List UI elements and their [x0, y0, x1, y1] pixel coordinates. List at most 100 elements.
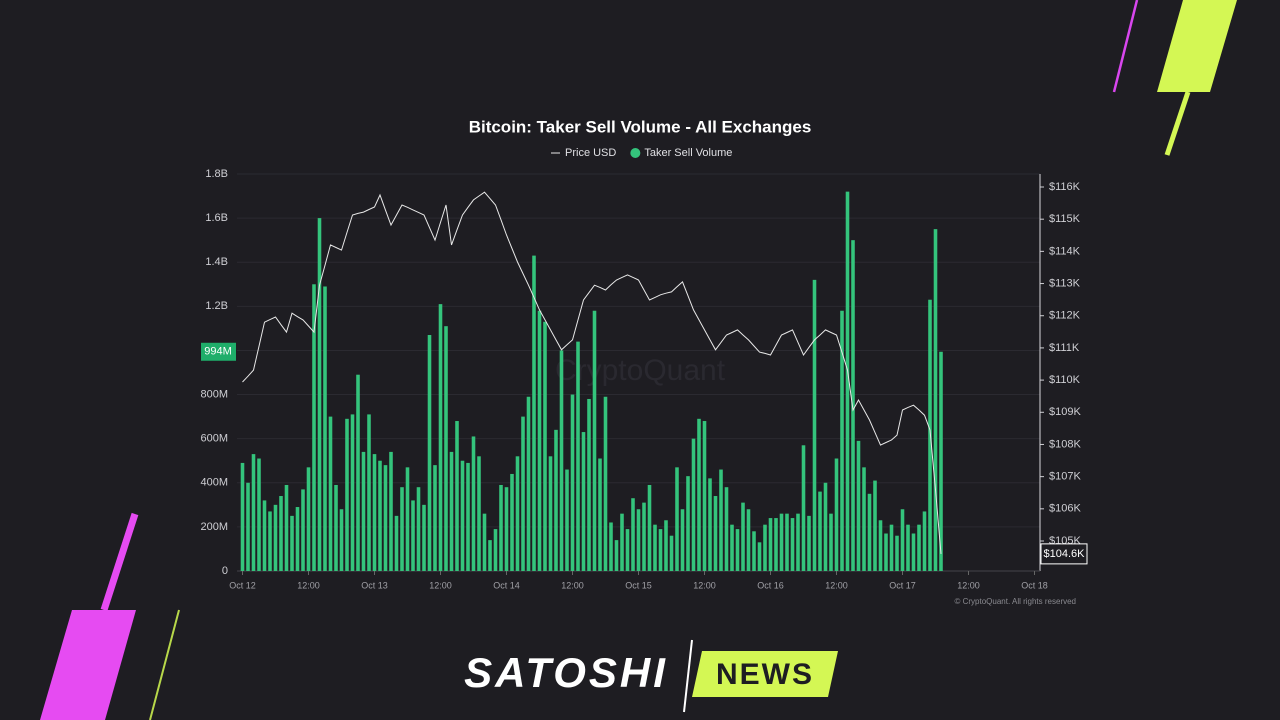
copyright: © CryptoQuant. All rights reserved: [955, 597, 1077, 606]
bar: [686, 476, 690, 571]
legend-dot: [630, 148, 641, 158]
bar: [328, 416, 333, 571]
bar: [895, 535, 899, 571]
bar: [526, 396, 531, 571]
bar: [334, 484, 338, 571]
bar: [620, 513, 624, 571]
bar: [631, 498, 635, 571]
y2-tick-label: $107K: [1049, 471, 1081, 483]
x-tick-label: 12:00: [957, 580, 980, 590]
bar: [823, 482, 828, 571]
bar: [317, 218, 322, 571]
bar: [829, 513, 833, 571]
bar: [323, 286, 327, 571]
bar: [796, 513, 800, 571]
bar: [383, 465, 388, 571]
bar: [455, 421, 459, 571]
decor-wick: [1164, 91, 1191, 156]
bar: [405, 467, 410, 571]
y2-tick-label: $112K: [1049, 310, 1081, 322]
y2-tick-label: $114K: [1049, 245, 1081, 257]
decor-candle: [1157, 0, 1237, 92]
bar: [598, 458, 602, 571]
y2-marker-box: [1040, 543, 1088, 565]
bar: [867, 493, 872, 571]
bar: [697, 418, 701, 571]
y-tick-label: 0: [222, 565, 228, 577]
bar: [922, 511, 927, 571]
y-tick-label: 800M: [200, 388, 228, 400]
x-tick-label: Oct 15: [625, 580, 652, 590]
brand-divider: [683, 639, 693, 713]
bar: [471, 436, 476, 571]
bar: [680, 509, 685, 571]
bar: [862, 467, 866, 571]
x-tick-label: 12:00: [561, 580, 584, 590]
bar: [488, 540, 492, 571]
bar: [724, 487, 729, 571]
bar: [889, 524, 894, 571]
bar: [444, 326, 448, 571]
y-tick-label: 1.2B: [205, 300, 228, 312]
bar: [273, 504, 278, 571]
bar: [581, 432, 586, 571]
y2-marker-label: $104.6K: [1044, 548, 1086, 560]
y-tick-label: 1.4B: [205, 256, 228, 268]
x-tick-label: Oct 16: [757, 580, 784, 590]
bar: [856, 440, 861, 571]
bar: [609, 522, 613, 571]
bar: [559, 350, 564, 571]
bar: [537, 310, 542, 571]
bar: [642, 502, 646, 571]
y2-tick-label: $108K: [1049, 438, 1081, 450]
bar: [576, 341, 580, 571]
price-line: [242, 191, 942, 554]
bar: [262, 500, 267, 571]
bar: [774, 518, 778, 571]
x-tick-label: Oct 14: [493, 580, 520, 590]
bar: [361, 451, 366, 571]
bar: [939, 351, 943, 571]
bar: [389, 451, 393, 571]
bar: [251, 454, 256, 571]
y-tick-label: 200M: [200, 521, 228, 533]
bar: [730, 524, 734, 571]
bar: [768, 518, 773, 571]
bar: [400, 487, 404, 571]
x-tick-label: 12:00: [825, 580, 848, 590]
bar: [268, 511, 272, 571]
bar: [306, 467, 311, 571]
x-tick-label: Oct 13: [361, 580, 388, 590]
bar: [301, 489, 305, 571]
bar: [917, 524, 921, 571]
bar: [840, 310, 844, 571]
x-tick-label: Oct 12: [229, 580, 256, 590]
bar: [554, 429, 558, 571]
bar: [427, 335, 432, 571]
bar: [636, 509, 641, 571]
bar: [532, 255, 536, 571]
bar: [746, 509, 751, 571]
y2-tick-label: $109K: [1049, 406, 1081, 418]
bar: [719, 469, 723, 571]
bar: [818, 491, 822, 571]
bar: [378, 460, 382, 571]
bar: [807, 515, 811, 571]
y2-tick-label: $111K: [1049, 342, 1080, 354]
y-tick-label: 400M: [200, 477, 228, 489]
bar: [763, 524, 767, 571]
x-tick-label: 12:00: [297, 580, 320, 590]
bar: [515, 456, 520, 571]
x-tick-label: Oct 17: [889, 580, 916, 590]
bar: [548, 456, 553, 571]
bar: [664, 520, 668, 571]
bar: [779, 513, 784, 571]
bar: [499, 484, 503, 571]
bar: [339, 509, 344, 571]
bar: [603, 396, 608, 571]
bar: [246, 482, 250, 571]
bar: [493, 529, 498, 571]
bar: [372, 454, 377, 571]
bar: [587, 398, 591, 571]
